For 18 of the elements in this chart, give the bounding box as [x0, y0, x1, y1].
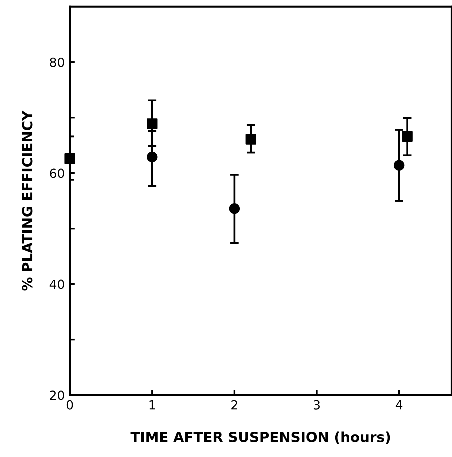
point	[246, 134, 257, 145]
x-tick-label: 0	[66, 400, 74, 410]
point	[394, 160, 405, 171]
y-axis-title: % PLATING EFFICIENCY	[22, 110, 33, 291]
point	[64, 154, 76, 164]
point	[229, 203, 240, 214]
x-tick-label: 1	[150, 400, 156, 410]
y-tick-label: 40	[50, 280, 64, 290]
x-tick-label: 2	[232, 400, 238, 410]
point	[147, 152, 158, 163]
x-axis-title: TIME AFTER SUSPENSION (hours)	[130, 432, 390, 444]
y-tick-label: 60	[50, 168, 64, 178]
point	[402, 131, 413, 142]
x-tick-label: 3	[314, 400, 320, 410]
y-tick-label: 20	[50, 390, 64, 400]
x-tick-label: 4	[396, 400, 403, 410]
point	[147, 118, 158, 130]
y-tick-label: 80	[50, 58, 64, 68]
